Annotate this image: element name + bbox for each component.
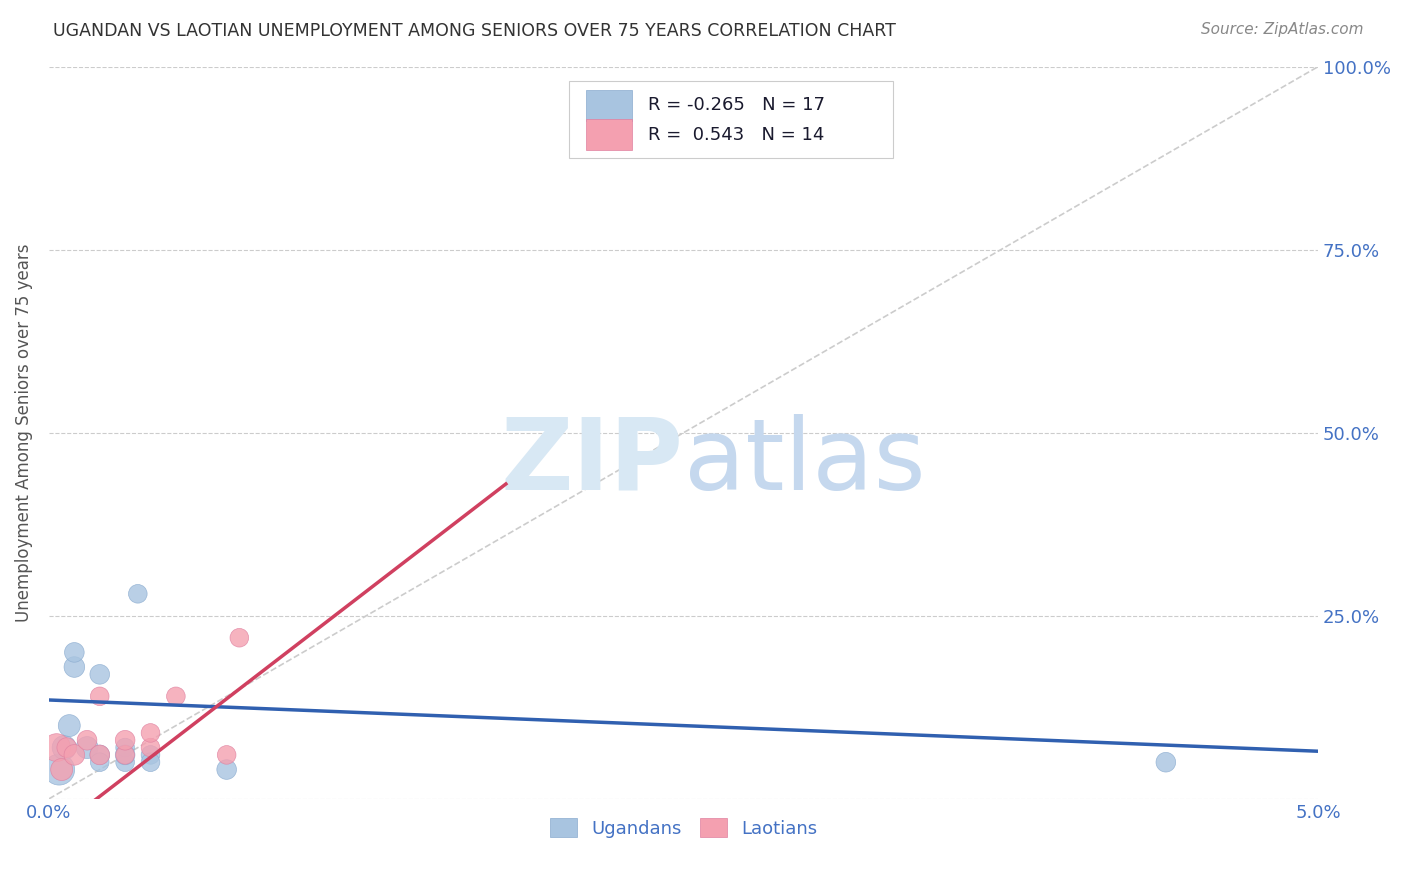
Point xyxy=(63,645,86,659)
Point xyxy=(89,667,111,681)
Point xyxy=(139,740,162,755)
Text: UGANDAN VS LAOTIAN UNEMPLOYMENT AMONG SENIORS OVER 75 YEARS CORRELATION CHART: UGANDAN VS LAOTIAN UNEMPLOYMENT AMONG SE… xyxy=(53,22,896,40)
Point xyxy=(127,587,149,601)
Y-axis label: Unemployment Among Seniors over 75 years: Unemployment Among Seniors over 75 years xyxy=(15,244,32,622)
Point xyxy=(114,747,136,762)
Point xyxy=(89,690,111,704)
Point xyxy=(114,747,136,762)
Text: atlas: atlas xyxy=(683,414,925,510)
Point xyxy=(139,756,162,770)
Text: R = -0.265   N = 17: R = -0.265 N = 17 xyxy=(648,96,825,114)
FancyBboxPatch shape xyxy=(586,120,631,150)
Point xyxy=(58,718,80,732)
Point xyxy=(89,747,111,762)
Text: R =  0.543   N = 14: R = 0.543 N = 14 xyxy=(648,126,824,144)
Point xyxy=(228,631,250,645)
Point xyxy=(139,726,162,740)
Point xyxy=(53,740,76,755)
Point xyxy=(114,733,136,747)
Point xyxy=(165,690,187,704)
Point xyxy=(139,747,162,762)
Point xyxy=(63,747,86,762)
Point xyxy=(76,740,98,755)
Point xyxy=(63,660,86,674)
Point xyxy=(89,747,111,762)
Point xyxy=(215,747,238,762)
Point xyxy=(1154,756,1177,770)
Text: Source: ZipAtlas.com: Source: ZipAtlas.com xyxy=(1201,22,1364,37)
Legend: Ugandans, Laotians: Ugandans, Laotians xyxy=(543,811,824,845)
Text: ZIP: ZIP xyxy=(501,414,683,510)
Point xyxy=(55,740,77,755)
Point xyxy=(114,756,136,770)
Point xyxy=(89,756,111,770)
Point xyxy=(48,763,70,777)
Point xyxy=(45,740,67,755)
Point xyxy=(215,763,238,777)
FancyBboxPatch shape xyxy=(586,90,631,120)
Point xyxy=(51,763,73,777)
Point xyxy=(114,740,136,755)
Point xyxy=(76,733,98,747)
FancyBboxPatch shape xyxy=(569,81,893,158)
